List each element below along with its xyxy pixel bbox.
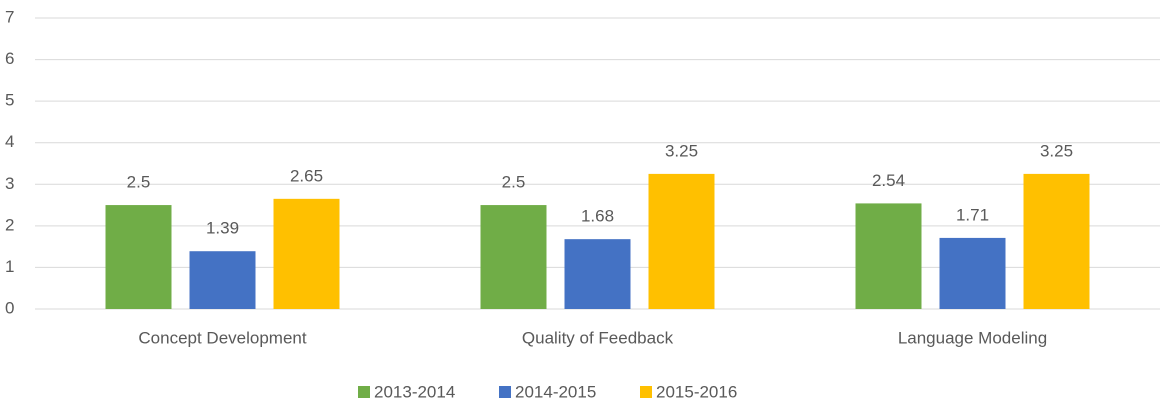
y-tick-label: 3	[5, 174, 14, 193]
bar	[564, 239, 631, 309]
y-tick-label: 4	[5, 132, 14, 151]
y-tick-label: 0	[5, 298, 14, 317]
bar	[189, 251, 256, 309]
y-tick-label: 6	[5, 49, 14, 68]
y-tick-label: 1	[5, 257, 14, 276]
legend-swatch	[358, 386, 370, 398]
bar	[1023, 173, 1090, 309]
data-label: 3.25	[665, 141, 698, 160]
y-tick-label: 2	[5, 215, 14, 234]
data-label: 2.5	[502, 173, 526, 192]
data-label: 3.25	[1040, 141, 1073, 160]
bar	[648, 173, 715, 309]
legend-swatch	[640, 386, 652, 398]
legend-label: 2015-2016	[656, 382, 737, 401]
data-label: 2.54	[872, 171, 905, 190]
data-label: 2.65	[290, 166, 323, 185]
data-label: 1.39	[206, 219, 239, 238]
x-tick-label: Language Modeling	[898, 328, 1047, 347]
y-tick-label: 5	[5, 91, 14, 110]
x-tick-label: Concept Development	[138, 328, 306, 347]
legend-label: 2014-2015	[515, 382, 596, 401]
bar	[105, 205, 172, 309]
bar	[855, 203, 922, 309]
bar	[273, 198, 340, 309]
legend-swatch	[499, 386, 511, 398]
y-tick-label: 7	[5, 7, 14, 26]
data-label: 1.71	[956, 205, 989, 224]
legend-label: 2013-2014	[374, 382, 455, 401]
bar	[939, 237, 1006, 309]
bar	[480, 205, 547, 309]
x-tick-label: Quality of Feedback	[522, 328, 674, 347]
data-label: 2.5	[127, 173, 151, 192]
data-label: 1.68	[581, 207, 614, 226]
